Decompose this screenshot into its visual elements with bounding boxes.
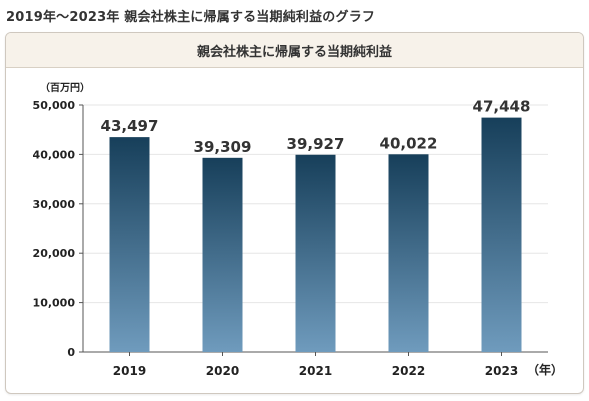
x-tick-label-2020: 2020: [206, 364, 239, 378]
data-labels: 43,497 39,309 39,927 40,022 47,448: [101, 98, 531, 156]
data-label-2022: 40,022: [380, 134, 438, 152]
bar-2023: [481, 117, 522, 353]
bar-2022: [388, 154, 429, 352]
y-tick-label: 0: [67, 346, 75, 359]
x-axis-unit-label: （年）: [527, 362, 563, 377]
x-tick-label-2023: 2023: [485, 364, 518, 378]
y-tick-label: 40,000: [33, 148, 76, 161]
bars: [109, 117, 522, 353]
bar-2019: [109, 137, 150, 352]
y-tick-label: 20,000: [33, 247, 76, 260]
y-tick-label: 30,000: [33, 198, 76, 211]
page-title: 2019年～2023年 親会社株主に帰属する当期純利益のグラフ: [6, 10, 376, 25]
data-label-2020: 39,309: [194, 138, 252, 156]
data-label-2019: 43,497: [101, 117, 159, 135]
data-label-2021: 39,927: [287, 135, 345, 153]
x-axis-ticks: 2019 2020 2021 2022 2023: [113, 352, 518, 378]
y-axis-unit-label: （百万円）: [40, 81, 90, 94]
x-tick-label-2019: 2019: [113, 364, 146, 378]
bar-2020: [202, 157, 243, 352]
bar-2021: [295, 154, 336, 352]
chart-panel-header: 親会社株主に帰属する当期純利益: [6, 33, 583, 68]
y-tick-label: 10,000: [33, 297, 76, 310]
x-tick-label-2022: 2022: [392, 364, 425, 378]
x-tick-label-2021: 2021: [299, 364, 332, 378]
y-tick-label: 50,000: [33, 99, 76, 112]
data-label-2023: 47,448: [473, 98, 531, 116]
y-axis-ticks: 0 10,000 20,000 30,000 40,000 50,000: [33, 99, 548, 359]
